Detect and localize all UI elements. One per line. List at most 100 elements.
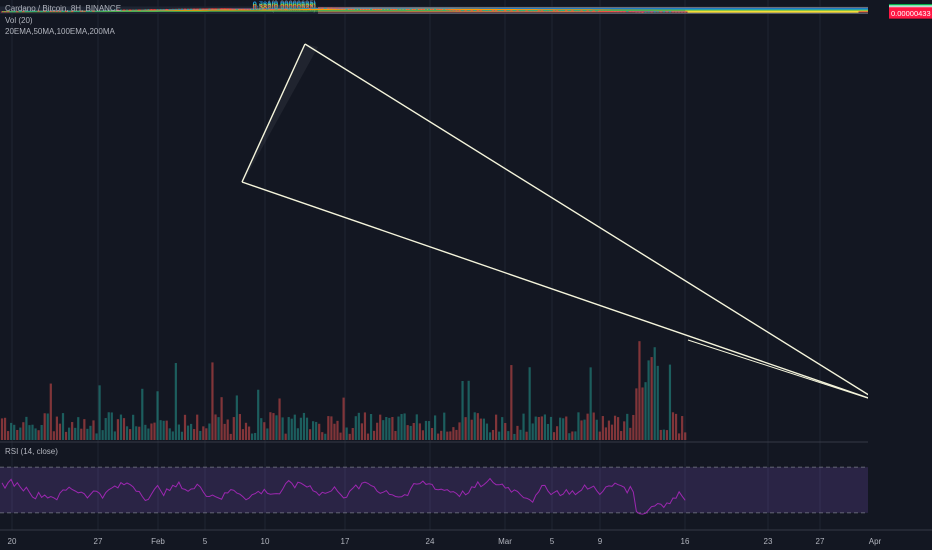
volume-bar [678,433,681,440]
volume-bar [339,432,342,440]
candle [400,9,403,11]
volume-bar [421,430,424,440]
candle [519,10,522,12]
volume-bar [620,431,623,440]
time-tick-label: 5 [203,537,208,546]
candle [437,9,440,11]
candle-body [382,9,385,11]
time-tick-label: 10 [261,537,270,546]
candle-body [629,11,632,12]
candle [366,9,370,11]
volume-bar [205,428,208,440]
volume-bar [186,425,190,440]
volume-bar [25,416,28,440]
candle [491,9,495,11]
candle [342,8,345,10]
candle-body [196,8,199,10]
candle-body [263,8,266,10]
candle-body [440,9,443,11]
volume-bar [461,380,464,440]
candle [351,8,354,10]
candle-body [330,7,333,9]
candle-body [272,9,275,10]
volume-bar [0,418,4,440]
candle-body [37,10,40,12]
volume-bar [150,423,153,440]
volume-bar [299,417,302,440]
candle-body [299,8,302,10]
candle [190,8,193,10]
candle-body [138,9,141,11]
candle-body [549,10,553,12]
candle [263,8,266,10]
volume-bar [260,418,263,440]
candle-body [40,10,43,12]
wedge-lower-line [241,181,881,403]
volume-bar [406,425,409,440]
candle-body [498,10,501,12]
volume-bar [415,414,418,440]
candle [138,9,141,11]
volume-bar [656,365,659,440]
candle-body [104,10,107,11]
candle-body [363,9,367,10]
candle-body [34,10,37,12]
candle-body [324,7,327,9]
volume-bar [495,414,498,440]
volume-bar [278,398,281,440]
volume-bar [49,383,52,440]
time-tick-label: 24 [426,537,435,546]
candle-body [144,9,147,11]
volume-bar [650,357,653,440]
candle-body [132,9,135,11]
volume-bar [388,417,391,440]
volume-bar [598,431,601,440]
volume-bar [501,417,504,440]
volume-bar [269,412,272,440]
candle [620,11,623,13]
candle [659,11,662,13]
fib-label: 0.236(0.00000485) [253,3,317,12]
candle [104,10,107,11]
volume-bar [540,416,543,440]
volume-bar [22,422,25,440]
volume-bar [159,420,162,440]
volume-bar [565,416,568,440]
candle [635,11,638,13]
candle [678,11,681,13]
volume-bar [177,424,180,440]
candle-body [373,9,376,10]
volume-bar [58,423,62,440]
candle [251,9,254,10]
volume-bar [376,422,379,440]
candle-body [107,10,110,11]
candle-body [617,11,620,13]
volume-bar [482,418,485,440]
candle-body [546,10,550,12]
candle-body [543,10,546,12]
time-tick-label: 9 [598,537,603,546]
candle [379,9,382,11]
volume-bar [324,433,327,440]
candle-body [269,8,272,10]
volume-bars [0,341,687,440]
candle [135,9,138,11]
candle-body [125,9,129,11]
volume-bar [510,365,513,440]
volume-bar [357,412,360,440]
candle-body [430,9,434,10]
candle [632,11,635,13]
volume-bar [345,427,348,440]
candle-body [31,10,34,12]
volume-label: Vol (20) [5,16,33,25]
candle-body [22,11,25,13]
candle-body [668,11,672,13]
candle [650,11,653,13]
candle-body [266,8,269,10]
volume-bar [119,414,123,440]
candle [68,11,71,13]
candle [83,10,86,12]
candle-body [28,11,31,12]
candle [397,9,400,11]
